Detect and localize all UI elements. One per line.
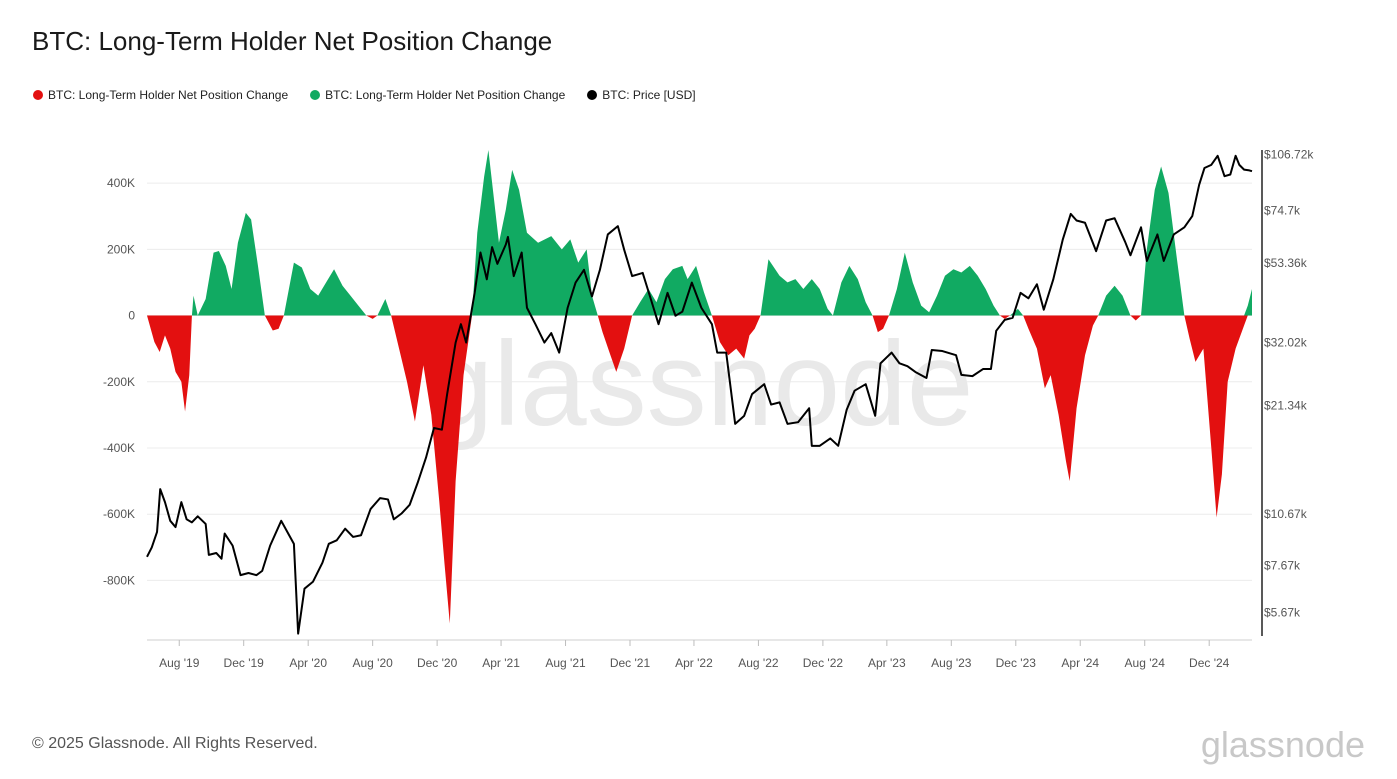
x-tick-label: Apr '20 — [289, 656, 327, 670]
x-tick-label: Aug '21 — [545, 656, 586, 670]
y-right-tick-label: $32.02k — [1264, 335, 1308, 349]
y-left-tick-label: -200K — [103, 375, 135, 389]
x-tick-label: Dec '22 — [803, 656, 844, 670]
x-tick-label: Apr '24 — [1061, 656, 1099, 670]
y-left-tick-label: 400K — [107, 176, 135, 190]
y-right-tick-label: $53.36k — [1264, 256, 1308, 270]
x-tick-label: Apr '22 — [675, 656, 713, 670]
y-right-tick-label: $74.7k — [1264, 203, 1301, 217]
price-line — [146, 154, 1253, 635]
y-left-tick-label: -600K — [103, 507, 135, 521]
y-left-tick-label: -400K — [103, 441, 135, 455]
x-tick-label: Aug '22 — [738, 656, 779, 670]
y-right-tick-label: $10.67k — [1264, 507, 1308, 521]
legend: BTC: Long-Term Holder Net Position Chang… — [33, 88, 696, 102]
legend-red-dot-icon — [33, 90, 43, 100]
y-right-tick-label: $7.67k — [1264, 558, 1301, 572]
y-right-tick-label: $21.34k — [1264, 399, 1308, 413]
x-tick-label: Apr '23 — [868, 656, 906, 670]
legend-item-price[interactable]: BTC: Price [USD] — [587, 88, 696, 102]
legend-item-ltph-positive[interactable]: BTC: Long-Term Holder Net Position Chang… — [310, 88, 565, 102]
y-right-tick-label: $106.72k — [1264, 148, 1314, 162]
x-tick-label: Dec '24 — [1189, 656, 1230, 670]
x-tick-label: Dec '20 — [417, 656, 458, 670]
x-tick-label: Aug '24 — [1125, 656, 1166, 670]
legend-black-dot-icon — [587, 90, 598, 100]
axes: 400K 200K 0 -200K -400K -600K -800K $106.72k $74… — [103, 148, 1314, 670]
legend-item-ltph-negative[interactable]: BTC: Long-Term Holder Net Position Chang… — [33, 88, 288, 102]
price-series-line — [146, 154, 1253, 635]
x-tick-label: Dec '23 — [996, 656, 1037, 670]
x-tick-label: Dec '19 — [224, 656, 265, 670]
net-position-positive-area — [147, 150, 1252, 316]
x-tick-label: Aug '23 — [931, 656, 972, 670]
y-left-tick-label: 200K — [107, 242, 135, 256]
chart-title: BTC: Long-Term Holder Net Position Chang… — [32, 26, 553, 56]
watermark: glassnode — [426, 317, 973, 451]
legend-label: BTC: Price [USD] — [602, 88, 696, 102]
copyright-text: © 2025 Glassnode. All Rights Reserved. — [32, 735, 318, 752]
legend-green-dot-icon — [310, 90, 321, 100]
legend-label: BTC: Long-Term Holder Net Position Chang… — [48, 88, 289, 102]
y-left-tick-label: -800K — [103, 573, 135, 587]
legend-label: BTC: Long-Term Holder Net Position Chang… — [325, 88, 566, 102]
x-tick-label: Aug '19 — [159, 656, 200, 670]
y-right-tick-label: $5.67k — [1264, 605, 1301, 619]
net-position-area — [147, 150, 1252, 624]
brand-logo: glassnode — [1200, 724, 1365, 765]
y-left-tick-label: 0 — [128, 309, 135, 323]
x-tick-label: Aug '20 — [352, 656, 393, 670]
x-tick-label: Apr '21 — [482, 656, 520, 670]
x-tick-label: Dec '21 — [610, 656, 651, 670]
